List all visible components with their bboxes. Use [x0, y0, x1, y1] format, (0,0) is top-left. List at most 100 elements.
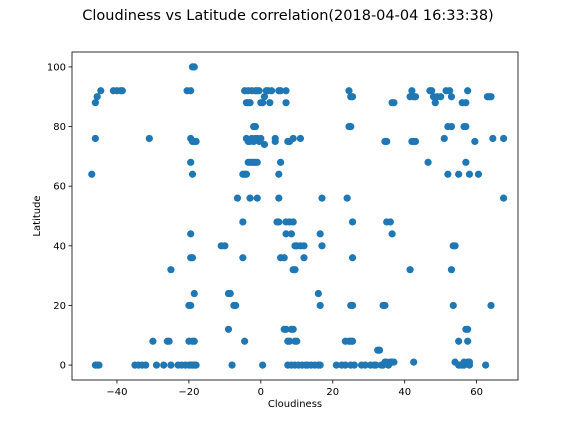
data-point-219	[444, 170, 452, 178]
data-point-3	[91, 134, 99, 143]
data-point-203	[411, 93, 420, 101]
data-point-111	[275, 194, 283, 202]
data-point-116	[282, 230, 290, 238]
data-point-237	[462, 122, 470, 131]
data-point-215	[440, 134, 448, 143]
data-point-151	[314, 289, 322, 298]
data-point-198	[390, 99, 398, 107]
data-point-191	[390, 358, 398, 366]
data-point-54	[224, 325, 233, 333]
data-point-41	[187, 158, 195, 166]
data-point-123	[300, 242, 308, 250]
data-point-166	[348, 218, 357, 226]
data-point-252	[487, 93, 495, 101]
data-point-179	[372, 361, 380, 369]
x-axis-label: Cloudiness	[268, 399, 322, 410]
x-tick-label: −40	[106, 387, 127, 398]
data-point-48	[187, 87, 195, 95]
x-tick-label: 0	[258, 387, 264, 398]
data-point-228	[455, 337, 463, 345]
data-point-17	[149, 337, 157, 345]
data-point-68	[246, 99, 254, 107]
data-point-94	[259, 361, 267, 369]
data-point-139	[300, 254, 308, 262]
data-point-103	[271, 137, 279, 146]
data-point-248	[474, 170, 483, 178]
data-point-104	[260, 140, 269, 149]
data-point-37	[190, 289, 198, 298]
data-point-4	[97, 87, 105, 95]
data-point-212	[431, 99, 439, 107]
y-tick-label: 60	[53, 182, 66, 193]
data-point-254	[489, 134, 497, 143]
y-tick-label: 80	[53, 122, 66, 133]
data-point-89	[253, 158, 261, 166]
data-point-127	[296, 134, 304, 143]
data-point-63	[239, 218, 247, 226]
data-point-174	[350, 361, 358, 369]
data-point-31	[192, 361, 200, 369]
data-point-107	[282, 87, 290, 95]
scatter-points	[88, 63, 508, 369]
data-point-253	[487, 301, 495, 310]
data-point-185	[381, 301, 389, 310]
data-point-256	[500, 194, 508, 202]
data-point-162	[348, 337, 357, 345]
data-point-15	[142, 361, 150, 369]
data-point-207	[410, 358, 418, 366]
data-point-33	[187, 301, 195, 310]
data-point-59	[233, 194, 242, 202]
data-point-234	[462, 99, 470, 107]
data-point-62	[242, 170, 251, 178]
x-tick-label: −20	[178, 387, 199, 398]
data-point-0	[88, 170, 96, 178]
data-point-208	[424, 158, 432, 166]
y-tick-label: 40	[53, 241, 66, 252]
data-point-92	[246, 194, 254, 202]
y-axis-label: Latitude	[32, 195, 43, 236]
data-point-206	[411, 137, 420, 146]
data-point-109	[277, 158, 285, 166]
data-point-55	[226, 289, 234, 298]
data-point-223	[449, 301, 457, 310]
data-point-50	[190, 63, 198, 71]
data-point-247	[471, 137, 479, 146]
data-point-21	[167, 361, 175, 369]
data-point-108	[282, 99, 290, 107]
data-point-115	[280, 254, 288, 262]
data-point-214	[437, 93, 445, 101]
data-point-52	[221, 242, 229, 250]
data-point-131	[286, 337, 294, 345]
data-point-7	[95, 361, 103, 369]
data-point-1	[91, 99, 99, 107]
data-point-133	[289, 325, 297, 333]
data-point-2	[93, 93, 101, 101]
data-point-138	[287, 230, 295, 238]
data-point-225	[451, 242, 459, 250]
data-point-46	[192, 137, 200, 146]
data-point-106	[277, 87, 285, 95]
data-point-167	[343, 194, 351, 202]
data-point-150	[316, 361, 324, 369]
data-point-244	[465, 361, 474, 369]
data-point-158	[341, 361, 349, 369]
data-point-241	[464, 337, 472, 345]
data-point-176	[361, 361, 369, 369]
data-point-222	[447, 266, 456, 274]
data-point-221	[447, 93, 456, 101]
data-point-23	[167, 266, 175, 274]
data-point-96	[259, 99, 267, 107]
data-point-110	[275, 170, 283, 178]
data-point-119	[289, 218, 297, 226]
data-point-199	[406, 266, 414, 274]
data-point-245	[455, 170, 463, 178]
chart-title: Cloudiness vs Latitude correlation(2018-…	[82, 8, 493, 24]
data-point-97	[260, 93, 269, 101]
data-point-193	[383, 137, 391, 146]
data-point-65	[241, 337, 249, 345]
data-point-165	[348, 254, 357, 262]
data-point-137	[291, 266, 299, 274]
data-point-154	[318, 242, 326, 250]
data-point-16	[145, 134, 153, 143]
